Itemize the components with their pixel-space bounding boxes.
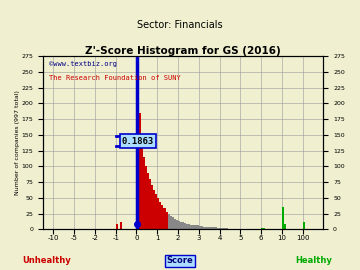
Title: Z'-Score Histogram for GS (2016): Z'-Score Histogram for GS (2016) — [85, 46, 281, 56]
Bar — [182, 222, 184, 229]
Bar — [161, 205, 163, 229]
Bar — [263, 228, 265, 229]
Bar — [284, 224, 286, 229]
Bar — [201, 226, 203, 229]
Bar — [184, 223, 186, 229]
Bar — [195, 225, 197, 229]
Bar — [211, 227, 213, 229]
Bar — [139, 113, 141, 229]
Bar — [205, 227, 207, 229]
Bar — [170, 216, 172, 229]
Bar — [203, 227, 205, 229]
Bar — [174, 218, 176, 229]
Bar — [180, 222, 182, 229]
Text: The Research Foundation of SUNY: The Research Foundation of SUNY — [49, 75, 180, 81]
Text: Score: Score — [167, 256, 193, 265]
Bar — [178, 221, 180, 229]
Bar — [149, 179, 151, 229]
Bar — [151, 185, 153, 229]
Bar — [186, 224, 188, 229]
Bar — [159, 201, 161, 229]
Bar — [155, 194, 157, 229]
Bar — [222, 228, 224, 229]
Bar — [143, 157, 145, 229]
Bar — [282, 207, 284, 229]
Text: Sector: Financials: Sector: Financials — [137, 20, 223, 30]
Bar — [193, 225, 195, 229]
Bar — [172, 217, 174, 229]
Bar — [197, 225, 199, 229]
Bar — [261, 228, 263, 229]
Text: ©www.textbiz.org: ©www.textbiz.org — [49, 61, 117, 67]
Y-axis label: Number of companies (997 total): Number of companies (997 total) — [15, 90, 20, 195]
Bar — [153, 190, 155, 229]
Bar — [176, 220, 178, 229]
Bar — [145, 166, 147, 229]
Bar — [188, 224, 190, 229]
Bar — [136, 72, 139, 229]
Text: 0.1863: 0.1863 — [122, 137, 154, 146]
Bar — [168, 214, 170, 229]
Bar — [116, 224, 118, 229]
Text: Healthy: Healthy — [295, 256, 332, 265]
Bar — [147, 173, 149, 229]
Bar — [190, 225, 193, 229]
Bar — [209, 227, 211, 229]
Bar — [163, 208, 166, 229]
Bar — [215, 227, 217, 229]
Bar — [166, 212, 168, 229]
Bar — [220, 228, 222, 229]
Bar — [120, 222, 122, 229]
Bar — [217, 228, 220, 229]
Bar — [303, 222, 305, 229]
Bar — [226, 228, 228, 229]
Bar — [224, 228, 226, 229]
Bar — [141, 141, 143, 229]
Bar — [199, 226, 201, 229]
Text: Unhealthy: Unhealthy — [22, 256, 71, 265]
Bar — [207, 227, 209, 229]
Bar — [157, 198, 159, 229]
Bar — [213, 227, 215, 229]
